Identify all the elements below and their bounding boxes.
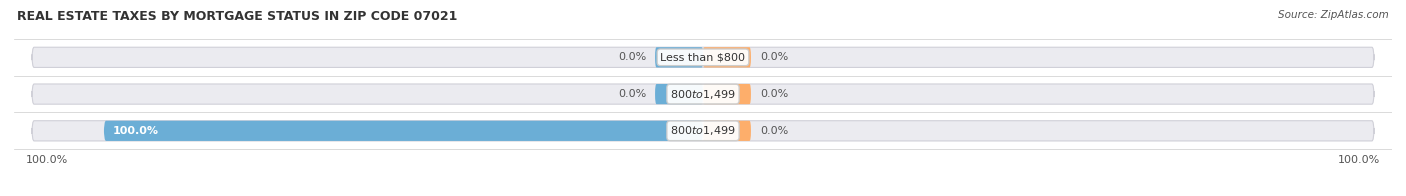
FancyBboxPatch shape — [32, 47, 1374, 67]
Text: Less than $800: Less than $800 — [661, 52, 745, 62]
Legend: Without Mortgage, With Mortgage: Without Mortgage, With Mortgage — [579, 193, 827, 196]
FancyBboxPatch shape — [655, 47, 703, 67]
FancyBboxPatch shape — [655, 84, 703, 104]
Text: 100.0%: 100.0% — [112, 126, 159, 136]
Text: $800 to $1,499: $800 to $1,499 — [671, 88, 735, 101]
Text: 100.0%: 100.0% — [27, 155, 69, 165]
Text: 0.0%: 0.0% — [759, 126, 789, 136]
Text: 0.0%: 0.0% — [617, 89, 647, 99]
Text: Source: ZipAtlas.com: Source: ZipAtlas.com — [1278, 10, 1389, 20]
FancyBboxPatch shape — [703, 121, 751, 141]
FancyBboxPatch shape — [32, 121, 1374, 141]
FancyBboxPatch shape — [104, 121, 703, 141]
Text: 0.0%: 0.0% — [759, 52, 789, 62]
Text: 0.0%: 0.0% — [759, 89, 789, 99]
Text: $800 to $1,499: $800 to $1,499 — [671, 124, 735, 137]
Text: 0.0%: 0.0% — [617, 52, 647, 62]
FancyBboxPatch shape — [703, 84, 751, 104]
FancyBboxPatch shape — [703, 47, 751, 67]
Text: REAL ESTATE TAXES BY MORTGAGE STATUS IN ZIP CODE 07021: REAL ESTATE TAXES BY MORTGAGE STATUS IN … — [17, 10, 457, 23]
Text: 100.0%: 100.0% — [1337, 155, 1379, 165]
FancyBboxPatch shape — [32, 84, 1374, 104]
